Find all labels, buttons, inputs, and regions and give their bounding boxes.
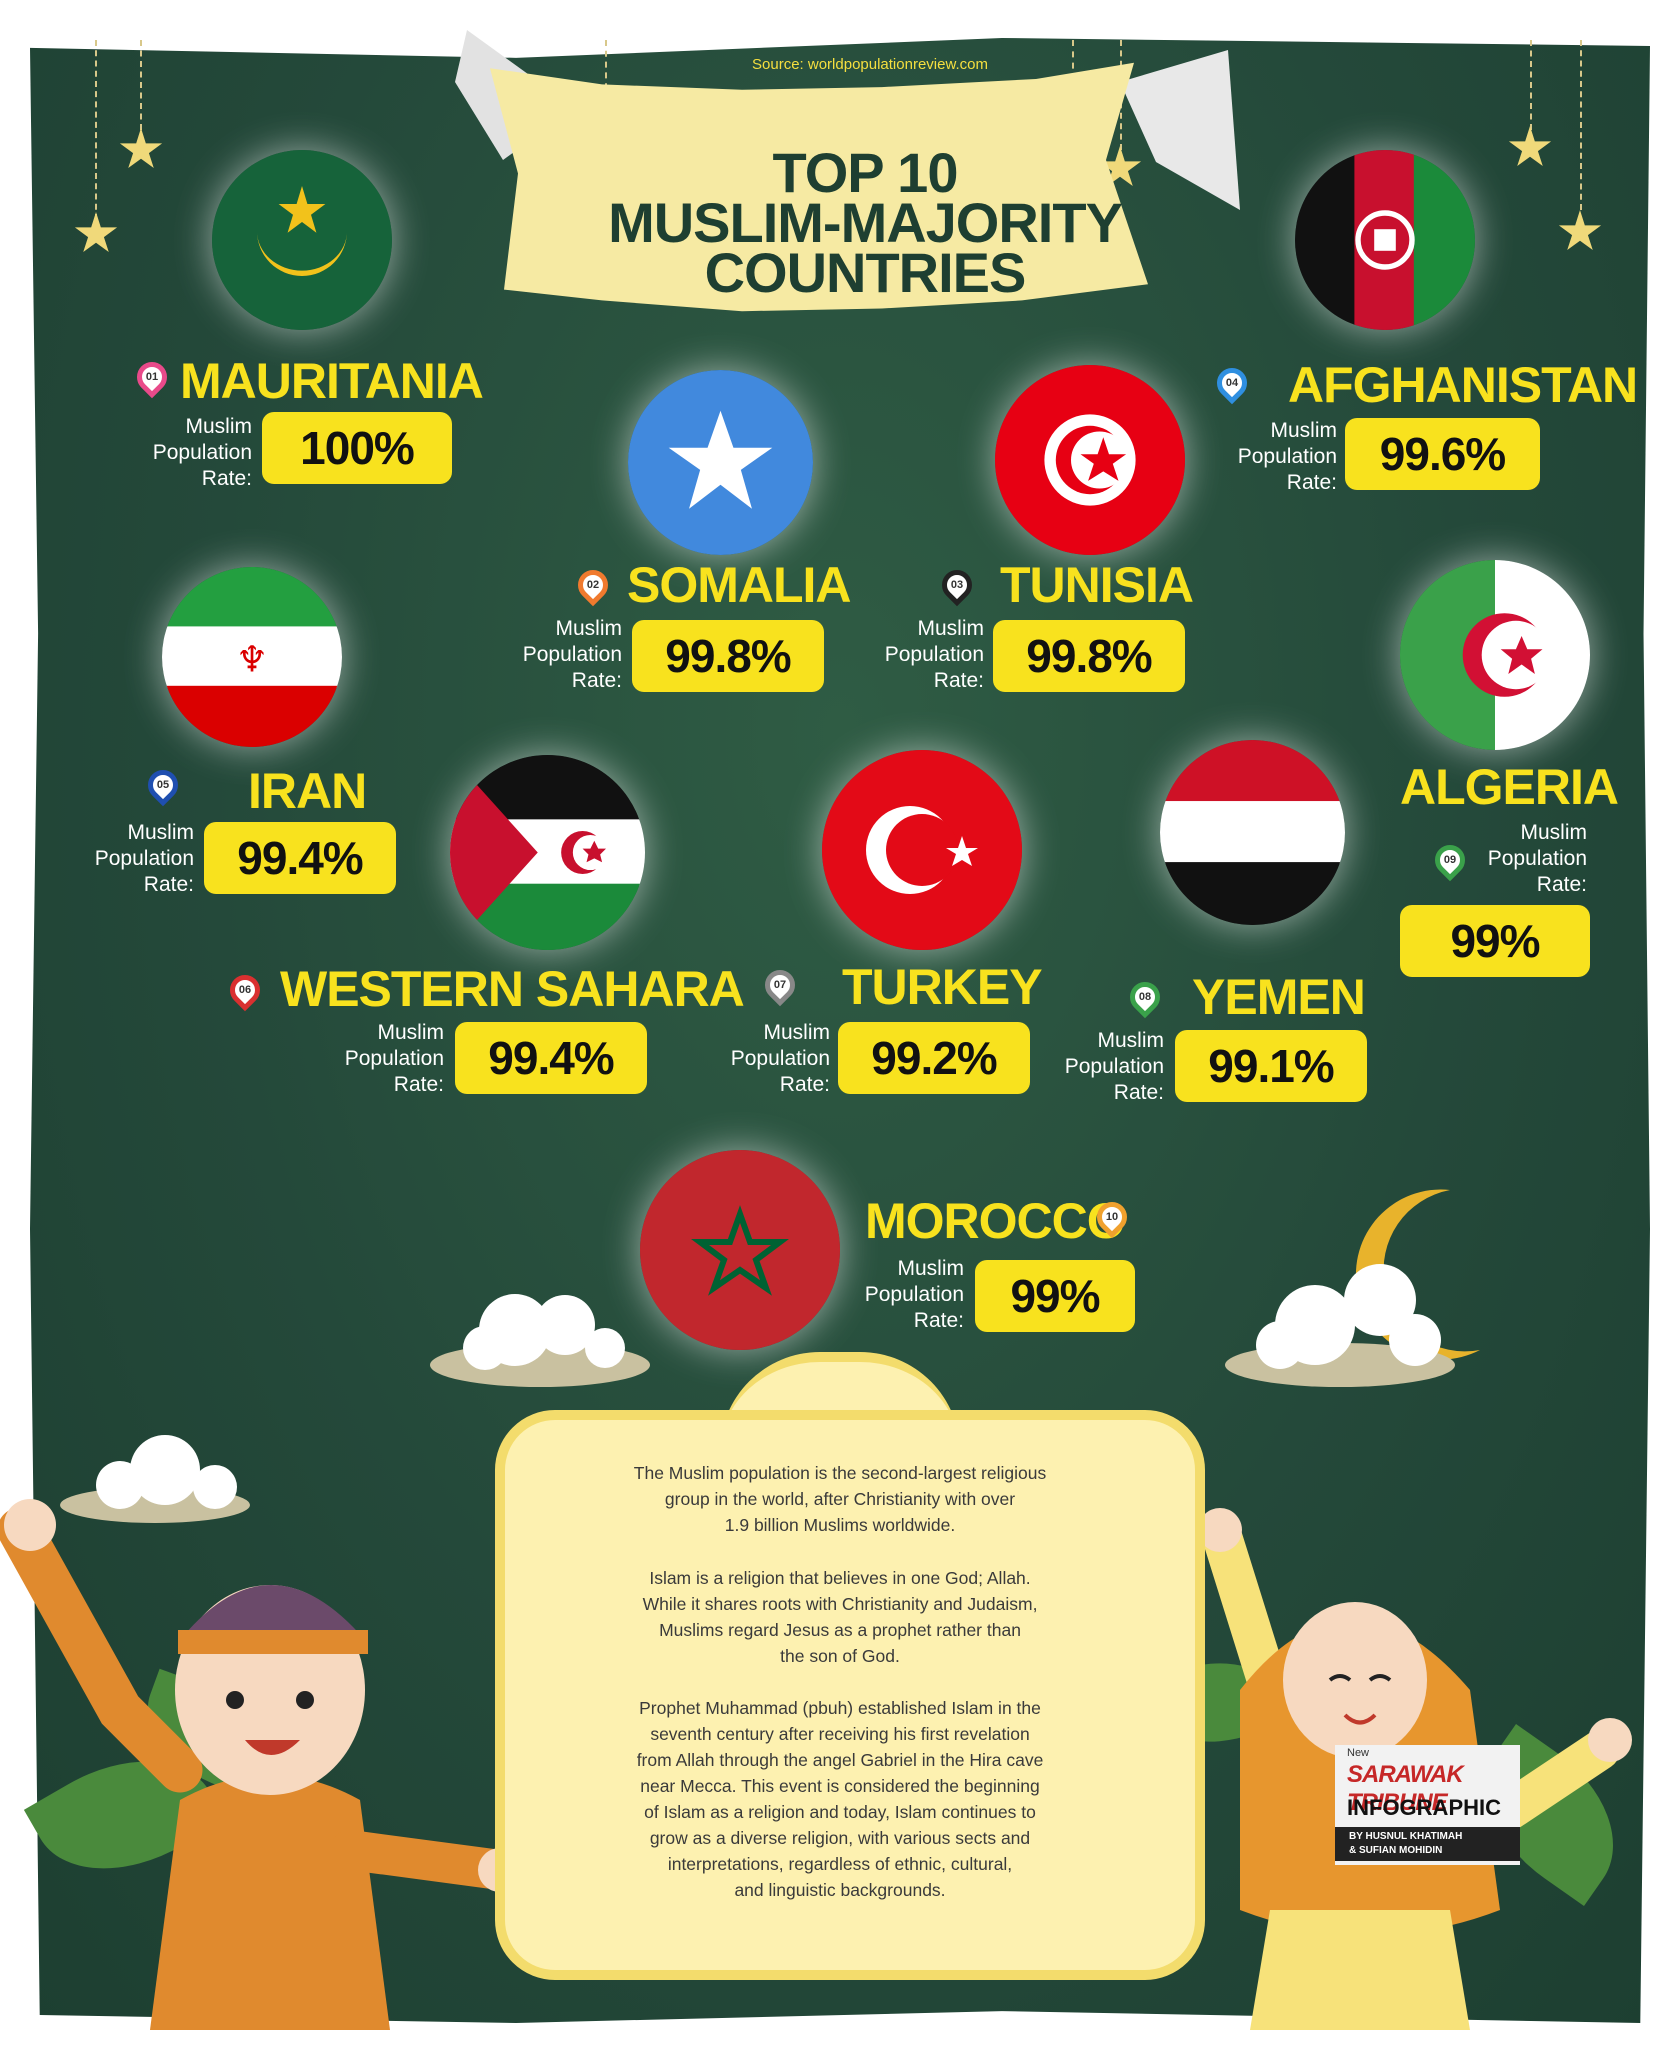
hanging-string [1072,40,1076,80]
morocco-flag-icon [640,1150,840,1350]
country-name: MAURITANIA [180,353,484,409]
cloud-icon [60,1435,250,1523]
source-note: Source: worldpopulationreview.com [752,56,988,73]
somalia-flag-icon [628,370,813,555]
rate-value: 99.2% [838,1022,1030,1094]
iran-flag-icon: ♆ [162,567,342,747]
rate-label: Muslim Population Rate: [730,1021,830,1096]
mauritania-flag-icon [212,150,392,330]
country-name: AFGHANISTAN [1288,357,1638,413]
country-name: TUNISIA [1000,557,1194,613]
rate-label: Muslim Population Rate: [1487,821,1587,896]
page-title: TOP 10 MUSLIM-MAJORITY COUNTRIES [608,141,1123,304]
country-name: MOROCCO [865,1193,1126,1249]
country-name: YEMEN [1192,969,1366,1025]
rate-label: Muslim Population Rate: [94,821,194,896]
svg-text:♆: ♆ [236,639,268,680]
country-name: ALGERIA [1400,759,1619,815]
rate-label: Muslim Population Rate: [884,617,984,692]
rate-label: Muslim Population Rate: [522,617,622,692]
paragraph-3: Prophet Muhammad (pbuh) established Isla… [636,1698,1044,1900]
sarawak-tribune-logo: New SARAWAK TRIBUNE INFOGRAPHIC BY HUSNU… [1335,1745,1520,1865]
hanging-string [605,40,609,100]
rate-label: Muslim Population Rate: [1237,419,1337,494]
rate-value: 99% [1400,905,1590,977]
rate-value: 100% [262,412,452,484]
afghanistan-flag-icon [1295,150,1475,330]
rate-value: 99.8% [632,620,824,692]
rate-label: Muslim Population Rate: [344,1021,444,1096]
rate-value: 99.8% [993,620,1185,692]
yemen-flag-icon [1160,740,1345,925]
title-banner [490,62,1148,312]
country-name: TURKEY [842,959,1043,1015]
cloud-icon [430,1294,650,1387]
rate-label: Muslim Population Rate: [864,1257,964,1332]
rate-value: 99.1% [1175,1030,1367,1102]
info-text-box [495,1410,1205,1980]
cloud-icon [1225,1264,1455,1387]
tunisia-flag-icon [995,365,1185,555]
hanging-string [1530,40,1534,130]
paragraph-1: The Muslim population is the second-larg… [633,1463,1047,1535]
rate-label: Muslim Population Rate: [1064,1029,1164,1104]
rate-value: 99.4% [204,822,396,894]
paragraph-2: Islam is a religion that believes in one… [642,1568,1038,1666]
algeria-flag-icon [1400,560,1590,750]
hanging-string [95,40,99,220]
rate-value: 99% [975,1260,1135,1332]
boy-character-illustration [0,1499,522,2030]
hanging-string [140,40,144,130]
rate-value: 99.4% [455,1022,647,1094]
country-name: WESTERN SAHARA [280,961,745,1017]
logo-credits: BY HUSNUL KHATIMAH & SUFIAN MOHIDIN [1335,1827,1520,1861]
country-name: IRAN [248,763,367,819]
turkey-flag-icon [822,750,1022,950]
hanging-string [1580,40,1584,210]
western-sahara-flag-icon [450,755,645,950]
rate-value: 99.6% [1345,418,1540,490]
country-name: SOMALIA [627,557,852,613]
rate-label: Muslim Population Rate: [152,415,252,490]
